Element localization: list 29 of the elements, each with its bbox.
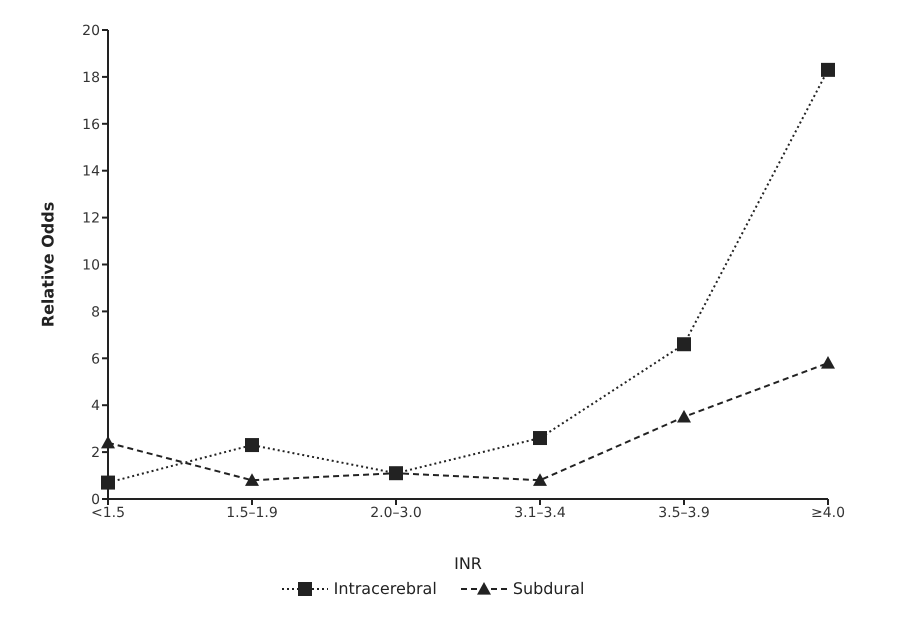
y-tick-label: 16 (82, 116, 100, 133)
x-tick-label: 3.1–3.4 (514, 504, 566, 521)
x-tick-label: ≥4.0 (811, 504, 845, 521)
y-axis-title: Relative Odds (38, 202, 58, 328)
legend-label: Intracerebral (332, 579, 437, 598)
point (245, 438, 259, 452)
x-tick-label: 3.5–3.9 (658, 504, 710, 521)
y-tick-label: 20 (82, 22, 100, 39)
y-tick-label: 4 (91, 398, 100, 414)
point (821, 62, 835, 77)
point (821, 356, 835, 369)
point (677, 410, 691, 423)
y-tick-label: 6 (91, 351, 100, 368)
point (101, 476, 115, 490)
y-tick-label: 14 (82, 164, 100, 180)
point (101, 436, 115, 448)
y-tick-label: 10 (82, 257, 100, 274)
x-tick-label: 2.0–3.0 (370, 504, 422, 521)
legend-label: Subdural (512, 579, 584, 598)
point (245, 473, 259, 486)
y-tick-label: 12 (82, 210, 100, 227)
y-tick-label: 8 (91, 304, 100, 320)
point (677, 337, 691, 352)
x-tick-label: 1.5–1.9 (226, 504, 278, 521)
point (533, 473, 547, 486)
y-tick-label: 2 (91, 445, 100, 462)
y-tick-label: 18 (82, 70, 100, 86)
point (533, 431, 547, 446)
x-axis-title: INR (454, 554, 482, 573)
